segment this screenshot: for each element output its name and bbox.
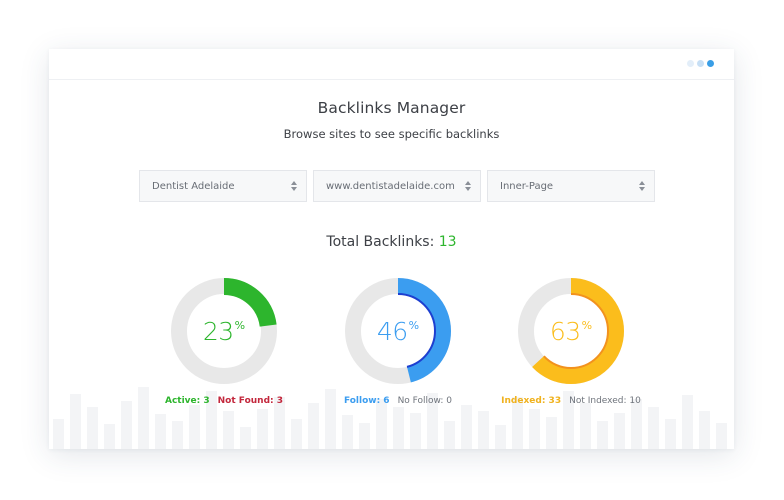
follow-gauge-ring [345,278,451,384]
background-bar [342,415,353,449]
gauge-percent-symbol: % [234,318,246,332]
background-bar [393,407,404,449]
total-backlinks-label: Total Backlinks: [326,234,435,250]
background-bar [495,425,506,449]
background-bar [274,397,285,449]
backlinks-manager-window: Backlinks Manager Browse sites to see sp… [49,49,734,449]
background-bar [206,391,217,449]
gauge-percent-symbol: % [581,318,593,332]
follow-gauge-percent: 46% [344,277,452,385]
background-bar [257,409,268,449]
window-dot [687,60,694,67]
background-bar [410,413,421,449]
legend-no-follow: No Follow: 0 [397,396,453,406]
background-bar [427,393,438,449]
background-bar [580,403,591,449]
background-bar [121,401,132,449]
follow-gauge-legend: Follow: 6 No Follow: 0 [308,396,488,406]
background-bar [614,413,625,449]
legend-not-found: Not Found: 3 [217,396,284,406]
page-subtitle: Browse sites to see specific backlinks [283,127,500,141]
active-gauge-percent: 23% [170,277,278,385]
background-bar [376,399,387,449]
background-bar [597,421,608,449]
keyword-select-value: Dentist Adelaide [152,180,235,192]
background-bar [87,407,98,449]
background-bar [53,419,64,449]
background-bar [682,395,693,449]
select-arrows-icon [291,181,297,191]
select-arrows-icon [465,181,471,191]
indexed-gauge-legend: Indexed: 33 Not Indexed: 10 [481,396,661,406]
background-bar [104,424,115,449]
active-gauge-legend: Active: 3 Not Found: 3 [134,396,314,406]
indexed-gauge: 63% [517,277,625,385]
background-bar [699,411,710,449]
background-bars-decoration [53,387,727,449]
background-bar [665,419,676,449]
legend-active: Active: 3 [164,396,210,406]
gauge-percent-value: 46 [376,316,408,346]
window-dot [697,60,704,67]
background-bar [716,423,727,449]
site-select[interactable]: www.dentistadelaide.com [313,170,481,202]
background-bar [648,407,659,449]
site-select-value: www.dentistadelaide.com [326,180,455,192]
background-bar [240,427,251,449]
background-bar [172,421,183,449]
window-dots [687,60,714,67]
active-gauge-ring [171,278,277,384]
select-arrows-icon [639,181,645,191]
background-bar [563,391,574,449]
background-bar [631,399,642,449]
legend-follow: Follow: 6 [343,396,390,406]
background-bar [444,421,455,449]
background-bar [461,405,472,449]
background-bar [529,409,540,449]
gauge-percent-symbol: % [408,318,420,332]
background-bar [291,419,302,449]
gauge-percent-value: 23 [202,316,234,346]
window-dot [707,60,714,67]
indexed-gauge-ring [518,278,624,384]
total-backlinks: Total Backlinks: 13 [49,234,734,250]
background-bar [308,403,319,449]
background-bar [223,411,234,449]
window-titlebar [49,49,734,80]
total-backlinks-count: 13 [438,234,457,250]
page-type-select[interactable]: Inner-Page [487,170,655,202]
legend-not-indexed: Not Indexed: 10 [569,396,641,406]
background-bar [512,397,523,449]
background-bar [359,423,370,449]
follow-gauge: 46% [344,277,452,385]
background-bar [189,405,200,449]
legend-indexed: Indexed: 33 [501,396,562,406]
background-bar [70,394,81,449]
background-bar [478,411,489,449]
background-bar [325,389,336,449]
keyword-select[interactable]: Dentist Adelaide [139,170,307,202]
page-title: Backlinks Manager [317,99,466,117]
gauge-percent-value: 63 [549,316,581,346]
background-bar [155,414,166,449]
page-type-select-value: Inner-Page [500,180,554,192]
background-bar [546,417,557,449]
indexed-gauge-percent: 63% [517,277,625,385]
background-bar [138,387,149,449]
active-gauge: 23% [170,277,278,385]
